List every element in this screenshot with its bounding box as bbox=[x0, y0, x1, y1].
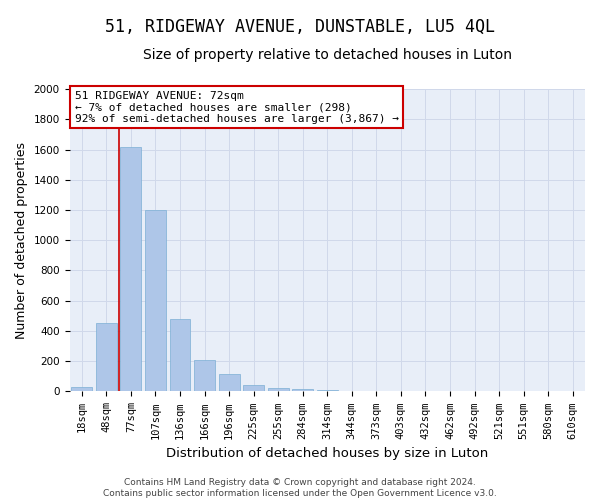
Text: Contains HM Land Registry data © Crown copyright and database right 2024.
Contai: Contains HM Land Registry data © Crown c… bbox=[103, 478, 497, 498]
Text: 51 RIDGEWAY AVENUE: 72sqm
← 7% of detached houses are smaller (298)
92% of semi-: 51 RIDGEWAY AVENUE: 72sqm ← 7% of detach… bbox=[74, 90, 398, 124]
Bar bbox=[145, 210, 166, 392]
Bar bbox=[218, 374, 239, 392]
Bar bbox=[71, 387, 92, 392]
Bar bbox=[96, 324, 117, 392]
Bar bbox=[194, 360, 215, 392]
Bar bbox=[121, 146, 142, 392]
Title: Size of property relative to detached houses in Luton: Size of property relative to detached ho… bbox=[143, 48, 512, 62]
Text: 51, RIDGEWAY AVENUE, DUNSTABLE, LU5 4QL: 51, RIDGEWAY AVENUE, DUNSTABLE, LU5 4QL bbox=[105, 18, 495, 36]
X-axis label: Distribution of detached houses by size in Luton: Distribution of detached houses by size … bbox=[166, 447, 488, 460]
Bar bbox=[170, 319, 190, 392]
Y-axis label: Number of detached properties: Number of detached properties bbox=[15, 142, 28, 339]
Bar bbox=[292, 389, 313, 392]
Bar bbox=[243, 386, 264, 392]
Bar bbox=[268, 388, 289, 392]
Bar bbox=[317, 390, 338, 392]
